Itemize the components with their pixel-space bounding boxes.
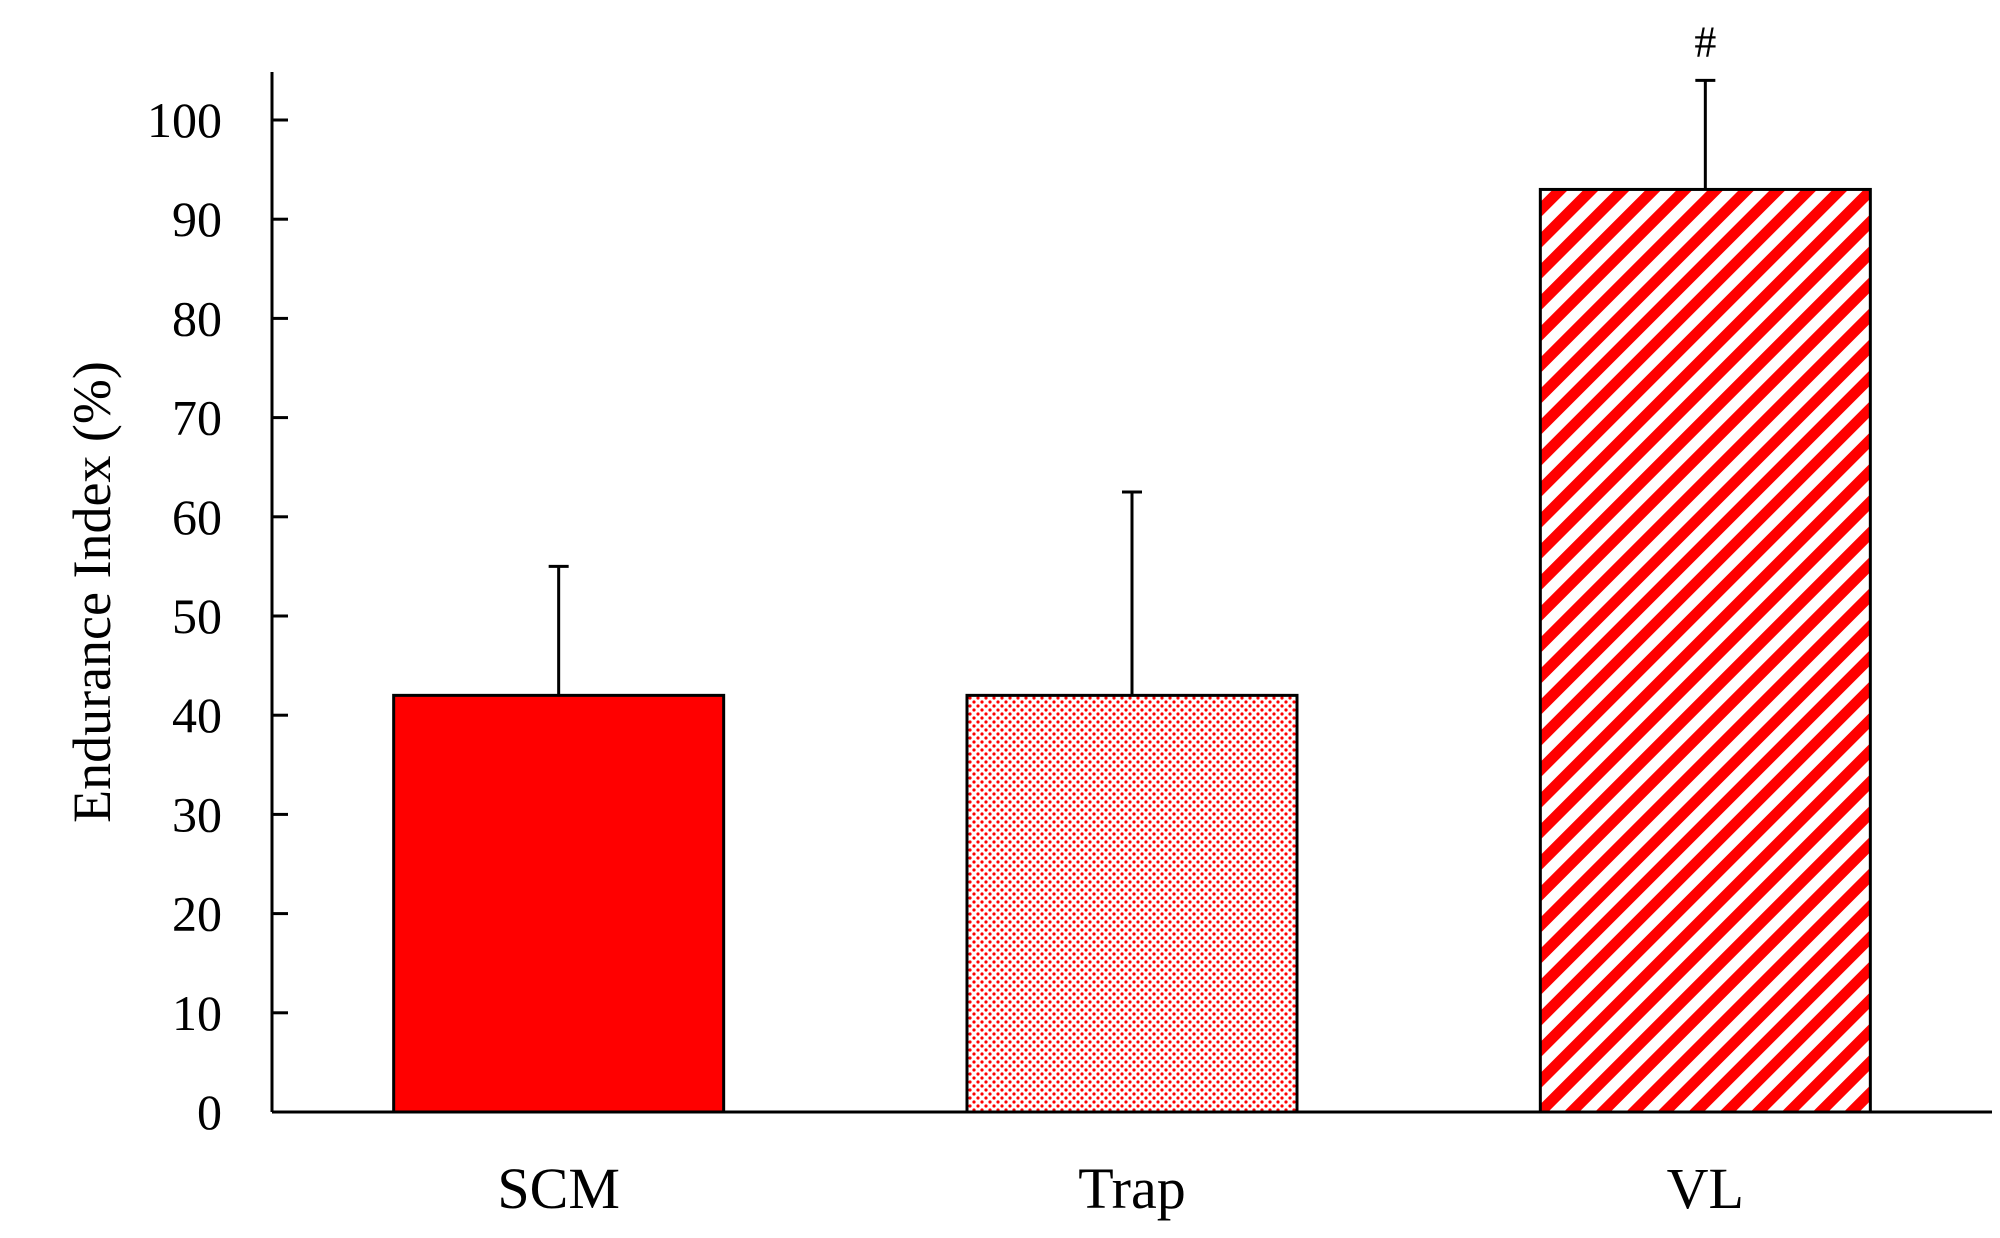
category-label-trap: Trap <box>1078 1156 1185 1221</box>
error-bars <box>548 78 1716 696</box>
bar-vl <box>1538 187 1872 1114</box>
y-tick-label: 30 <box>172 786 222 842</box>
y-tick-label: 20 <box>172 886 222 942</box>
annotations: # <box>1694 17 1716 66</box>
y-tick-label: 70 <box>172 390 222 446</box>
y-tick-label: 10 <box>172 985 222 1041</box>
bar-scm <box>392 693 726 1114</box>
y-tick-label: 100 <box>147 92 222 148</box>
category-labels: SCM Trap VL <box>497 1156 1744 1221</box>
y-tick-label: 50 <box>172 588 222 644</box>
y-tick-label: 60 <box>172 489 222 545</box>
significance-marker: # <box>1694 17 1716 66</box>
category-label-scm: SCM <box>497 1156 620 1221</box>
y-tick-label: 80 <box>172 290 222 346</box>
y-tick-label: 40 <box>172 687 222 743</box>
bar-trap <box>965 693 1299 1114</box>
category-label-vl: VL <box>1667 1156 1744 1221</box>
y-tick-label: 0 <box>197 1084 222 1140</box>
y-axis-label: Endurance Index (%) <box>62 361 122 823</box>
y-ticks: 0 10 20 30 40 50 60 70 80 90 100 <box>147 92 288 1140</box>
y-tick-label: 90 <box>172 191 222 247</box>
bars <box>392 187 1872 1114</box>
